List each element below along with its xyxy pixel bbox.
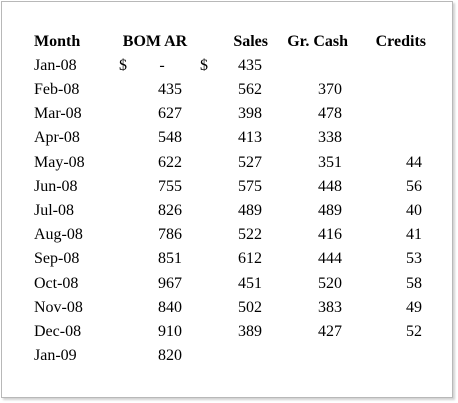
gr-cash-cell: 370 [318, 81, 342, 98]
credits-cell: 52 [406, 323, 422, 340]
gr-cash-cell: 444 [318, 250, 342, 267]
month-cell: Dec-08 [34, 323, 82, 340]
bom-ar-cell: 627 [158, 105, 182, 122]
bom-ar-dash: - [159, 57, 165, 74]
bom-ar-cell: 435 [158, 81, 182, 98]
credits-cell: 53 [406, 250, 422, 267]
month-cell: Jan-08 [34, 57, 77, 74]
sales-cell: 413 [238, 129, 262, 146]
sales-cell: 489 [238, 202, 262, 219]
month-cell: Nov-08 [34, 299, 83, 316]
sales-cell: 562 [238, 81, 262, 98]
month-cell: Oct-08 [34, 275, 79, 292]
bom-ar-cell: 820 [158, 347, 182, 364]
month-cell: Feb-08 [34, 81, 80, 98]
credits-cell: 41 [406, 226, 422, 243]
sales-cell: 502 [238, 299, 262, 316]
gr-cash-cell: 351 [318, 154, 342, 171]
gr-cash-cell: 520 [318, 275, 342, 292]
month-cell: Jun-08 [34, 178, 78, 195]
month-cell: Jan-09 [34, 347, 77, 364]
header-month: Month [34, 33, 81, 50]
sales-currency: $ [200, 57, 208, 74]
sales-cell: 389 [238, 323, 262, 340]
bom-ar-cell: 967 [158, 275, 182, 292]
header-gr-cash: Gr. Cash [287, 33, 348, 50]
bom-ar-cell: 755 [158, 178, 182, 195]
bom-ar-cell: 910 [158, 323, 182, 340]
gr-cash-cell: 478 [318, 105, 342, 122]
credits-cell: 49 [406, 299, 422, 316]
header-sales: Sales [233, 33, 268, 50]
bom-ar-cell: 622 [158, 154, 182, 171]
bom-ar-cell: 786 [158, 226, 182, 243]
gr-cash-cell: 416 [318, 226, 342, 243]
bom-ar-cell: 840 [158, 299, 182, 316]
month-cell: Mar-08 [34, 105, 82, 122]
sales-cell: 575 [238, 178, 262, 195]
sales-cell: 612 [238, 250, 262, 267]
gr-cash-cell: 383 [318, 299, 342, 316]
bom-ar-cell: 826 [158, 202, 182, 219]
credits-cell: 44 [406, 154, 422, 171]
gr-cash-cell: 427 [318, 323, 342, 340]
credits-cell: 58 [406, 275, 422, 292]
sales-cell: 398 [238, 105, 262, 122]
month-cell: Aug-08 [34, 226, 83, 243]
sales-cell: 435 [238, 57, 262, 74]
month-cell: May-08 [34, 154, 85, 171]
sales-cell: 527 [238, 154, 262, 171]
sales-cell: 451 [238, 275, 262, 292]
spreadsheet-image-frame: Month BOM AR Sales Gr. Cash Credits Jan-… [1, 1, 453, 398]
bom-ar-currency: $ [119, 57, 127, 74]
credits-cell: 56 [406, 178, 422, 195]
header-credits: Credits [375, 33, 426, 50]
month-cell: Jul-08 [34, 202, 74, 219]
bom-ar-cell: 548 [158, 129, 182, 146]
month-cell: Apr-08 [34, 129, 80, 146]
sales-cell: 522 [238, 226, 262, 243]
header-bom-ar: BOM AR [122, 33, 188, 50]
month-cell: Sep-08 [34, 250, 80, 267]
bom-ar-cell: 851 [158, 250, 182, 267]
credits-cell: 40 [406, 202, 422, 219]
gr-cash-cell: 489 [318, 202, 342, 219]
gr-cash-cell: 448 [318, 178, 342, 195]
gr-cash-cell: 338 [318, 129, 342, 146]
